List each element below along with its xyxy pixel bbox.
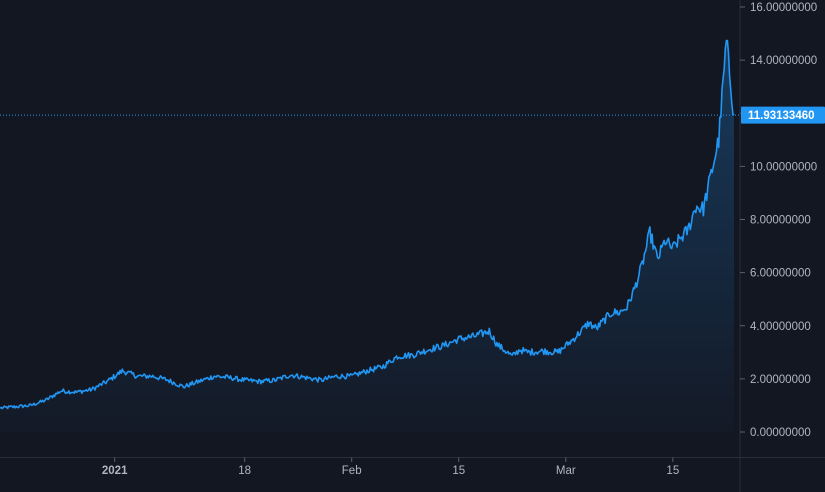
time-axis[interactable]: 2021 18 Feb 15 Mar 15	[102, 457, 679, 478]
line-layer	[0, 39, 735, 410]
time-tick-label: Feb	[342, 465, 362, 477]
price-tick-label: 4.00000000	[750, 321, 811, 333]
time-tick-label: 15	[452, 465, 465, 477]
time-tick-label: 18	[238, 465, 251, 477]
series-line	[0, 39, 735, 410]
time-tick-label: Mar	[556, 465, 576, 477]
last-price-value: 11.93133460	[748, 110, 815, 122]
time-tick-label: 2021	[102, 465, 128, 477]
price-tick-label: 16.00000000	[750, 2, 817, 14]
price-tick-label: 14.00000000	[750, 55, 817, 67]
price-tick-label: 2.00000000	[750, 374, 811, 386]
time-tick-label: 15	[666, 465, 679, 477]
price-tick-label: 8.00000000	[750, 215, 811, 227]
price-tick-label: 0.00000000	[750, 427, 811, 439]
price-tick-label: 6.00000000	[750, 268, 811, 280]
last-price-badge	[741, 106, 825, 124]
price-tick-label: 10.00000000	[750, 161, 817, 173]
last-price-label: 11.93133460	[741, 106, 825, 124]
